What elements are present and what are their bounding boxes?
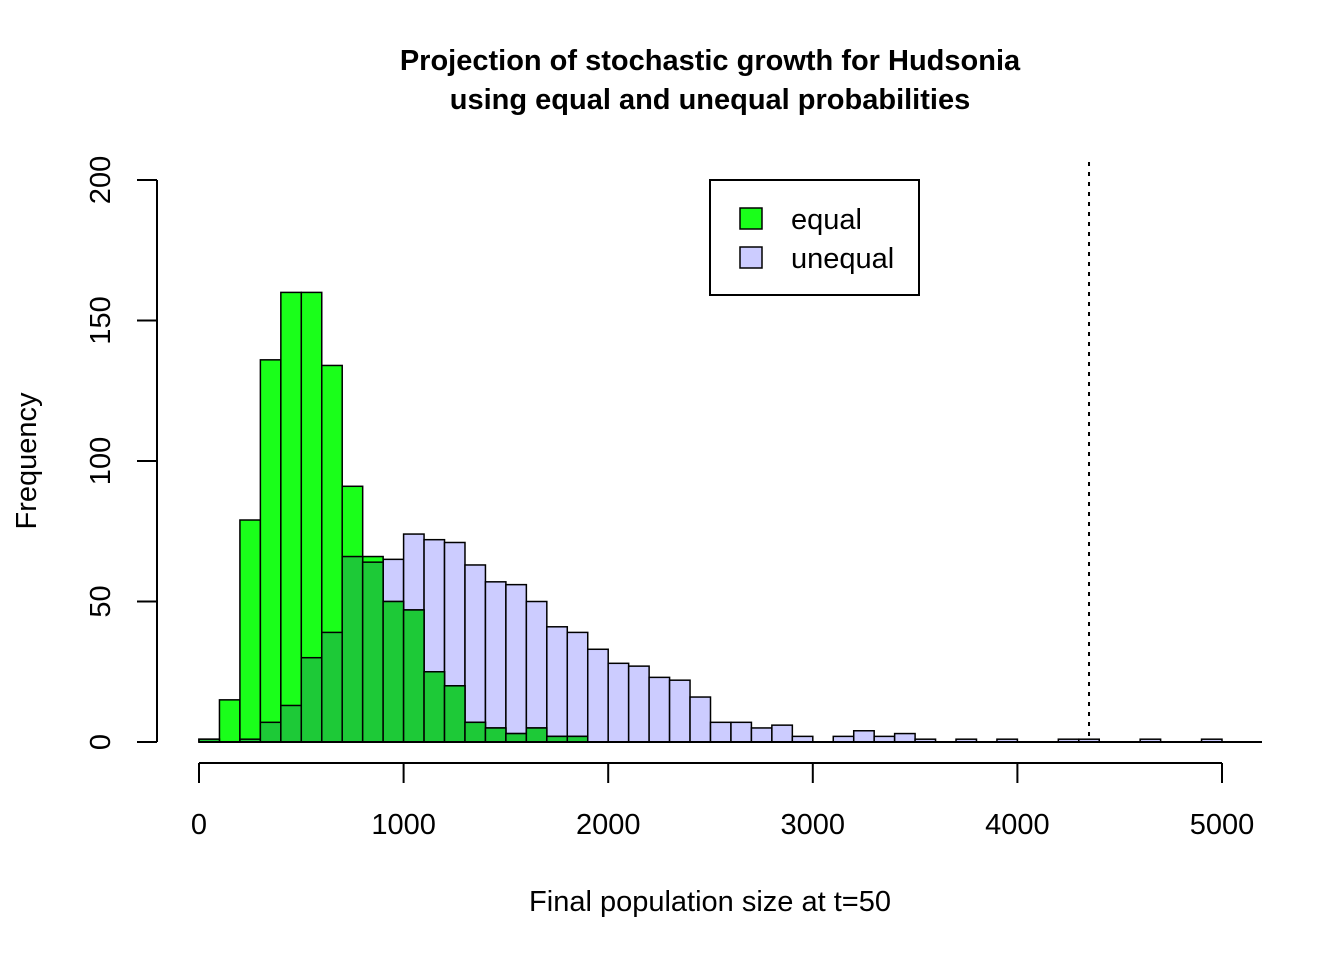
- x-axis: 0 1000 2000 3000 4000 5000: [191, 762, 1255, 841]
- y-tick-label: 50: [85, 585, 117, 617]
- x-tick-label: 0: [191, 809, 207, 841]
- bar-unequal: [566, 631, 589, 743]
- bar-overlap: [341, 555, 364, 743]
- chart-subtitle: using equal and unequal probabilities: [450, 84, 970, 116]
- bar-overlap: [402, 609, 425, 743]
- bar-overlap: [321, 631, 343, 743]
- bar-unequal: [464, 564, 487, 743]
- legend-swatch-unequal: [739, 246, 763, 269]
- bar-overlap: [382, 600, 405, 743]
- bar-unequal: [771, 724, 794, 743]
- legend-label-unequal: unequal: [791, 243, 894, 275]
- series-overlap-bars: [198, 555, 589, 743]
- bar-unequal: [627, 665, 650, 743]
- bar-overlap: [505, 732, 528, 743]
- y-axis: 0 50 100 150 200: [85, 156, 158, 750]
- bar-overlap: [259, 721, 282, 743]
- bar-unequal: [689, 696, 712, 743]
- bar-equal: [259, 359, 282, 743]
- bar-overlap: [484, 727, 507, 743]
- x-tick-label: 4000: [985, 809, 1050, 841]
- bar-equal: [218, 699, 241, 743]
- bar-overlap: [300, 656, 323, 743]
- y-tick-label: 150: [85, 296, 117, 344]
- bar-overlap: [423, 671, 446, 743]
- legend-swatch-equal: [739, 207, 763, 230]
- bar-unequal: [893, 732, 916, 743]
- bar-overlap: [280, 704, 303, 743]
- bar-equal: [239, 519, 262, 743]
- bar-unequal: [525, 600, 548, 743]
- bar-unequal: [484, 581, 507, 743]
- y-axis-label: Frequency: [11, 392, 43, 530]
- x-tick-label: 3000: [781, 809, 846, 841]
- bar-unequal: [709, 721, 732, 743]
- bar-equal: [280, 291, 303, 743]
- bar-unequal: [586, 648, 609, 743]
- bar-overlap: [443, 685, 466, 743]
- bar-overlap: [525, 727, 548, 743]
- bar-unequal: [750, 727, 773, 743]
- legend: equal unequal: [709, 179, 920, 296]
- y-tick-label: 0: [85, 734, 117, 750]
- bar-unequal: [505, 583, 528, 743]
- y-tick-label: 100: [85, 437, 117, 485]
- bar-unequal: [648, 676, 671, 743]
- chart-title: Projection of stochastic growth for Huds…: [400, 45, 1021, 77]
- x-tick-label: 2000: [576, 809, 641, 841]
- legend-box: [709, 179, 920, 296]
- bar-unequal: [668, 679, 691, 743]
- bar-unequal: [730, 721, 753, 743]
- legend-label-equal: equal: [791, 204, 862, 236]
- bar-unequal: [852, 730, 875, 743]
- bar-overlap: [464, 721, 487, 743]
- x-tick-label: 5000: [1190, 809, 1255, 841]
- y-tick-label: 200: [85, 156, 117, 204]
- x-axis-label: Final population size at t=50: [529, 886, 891, 918]
- x-tick-label: 1000: [371, 809, 436, 841]
- bar-overlap: [361, 561, 384, 743]
- bar-unequal: [607, 662, 630, 743]
- bar-unequal: [546, 626, 569, 743]
